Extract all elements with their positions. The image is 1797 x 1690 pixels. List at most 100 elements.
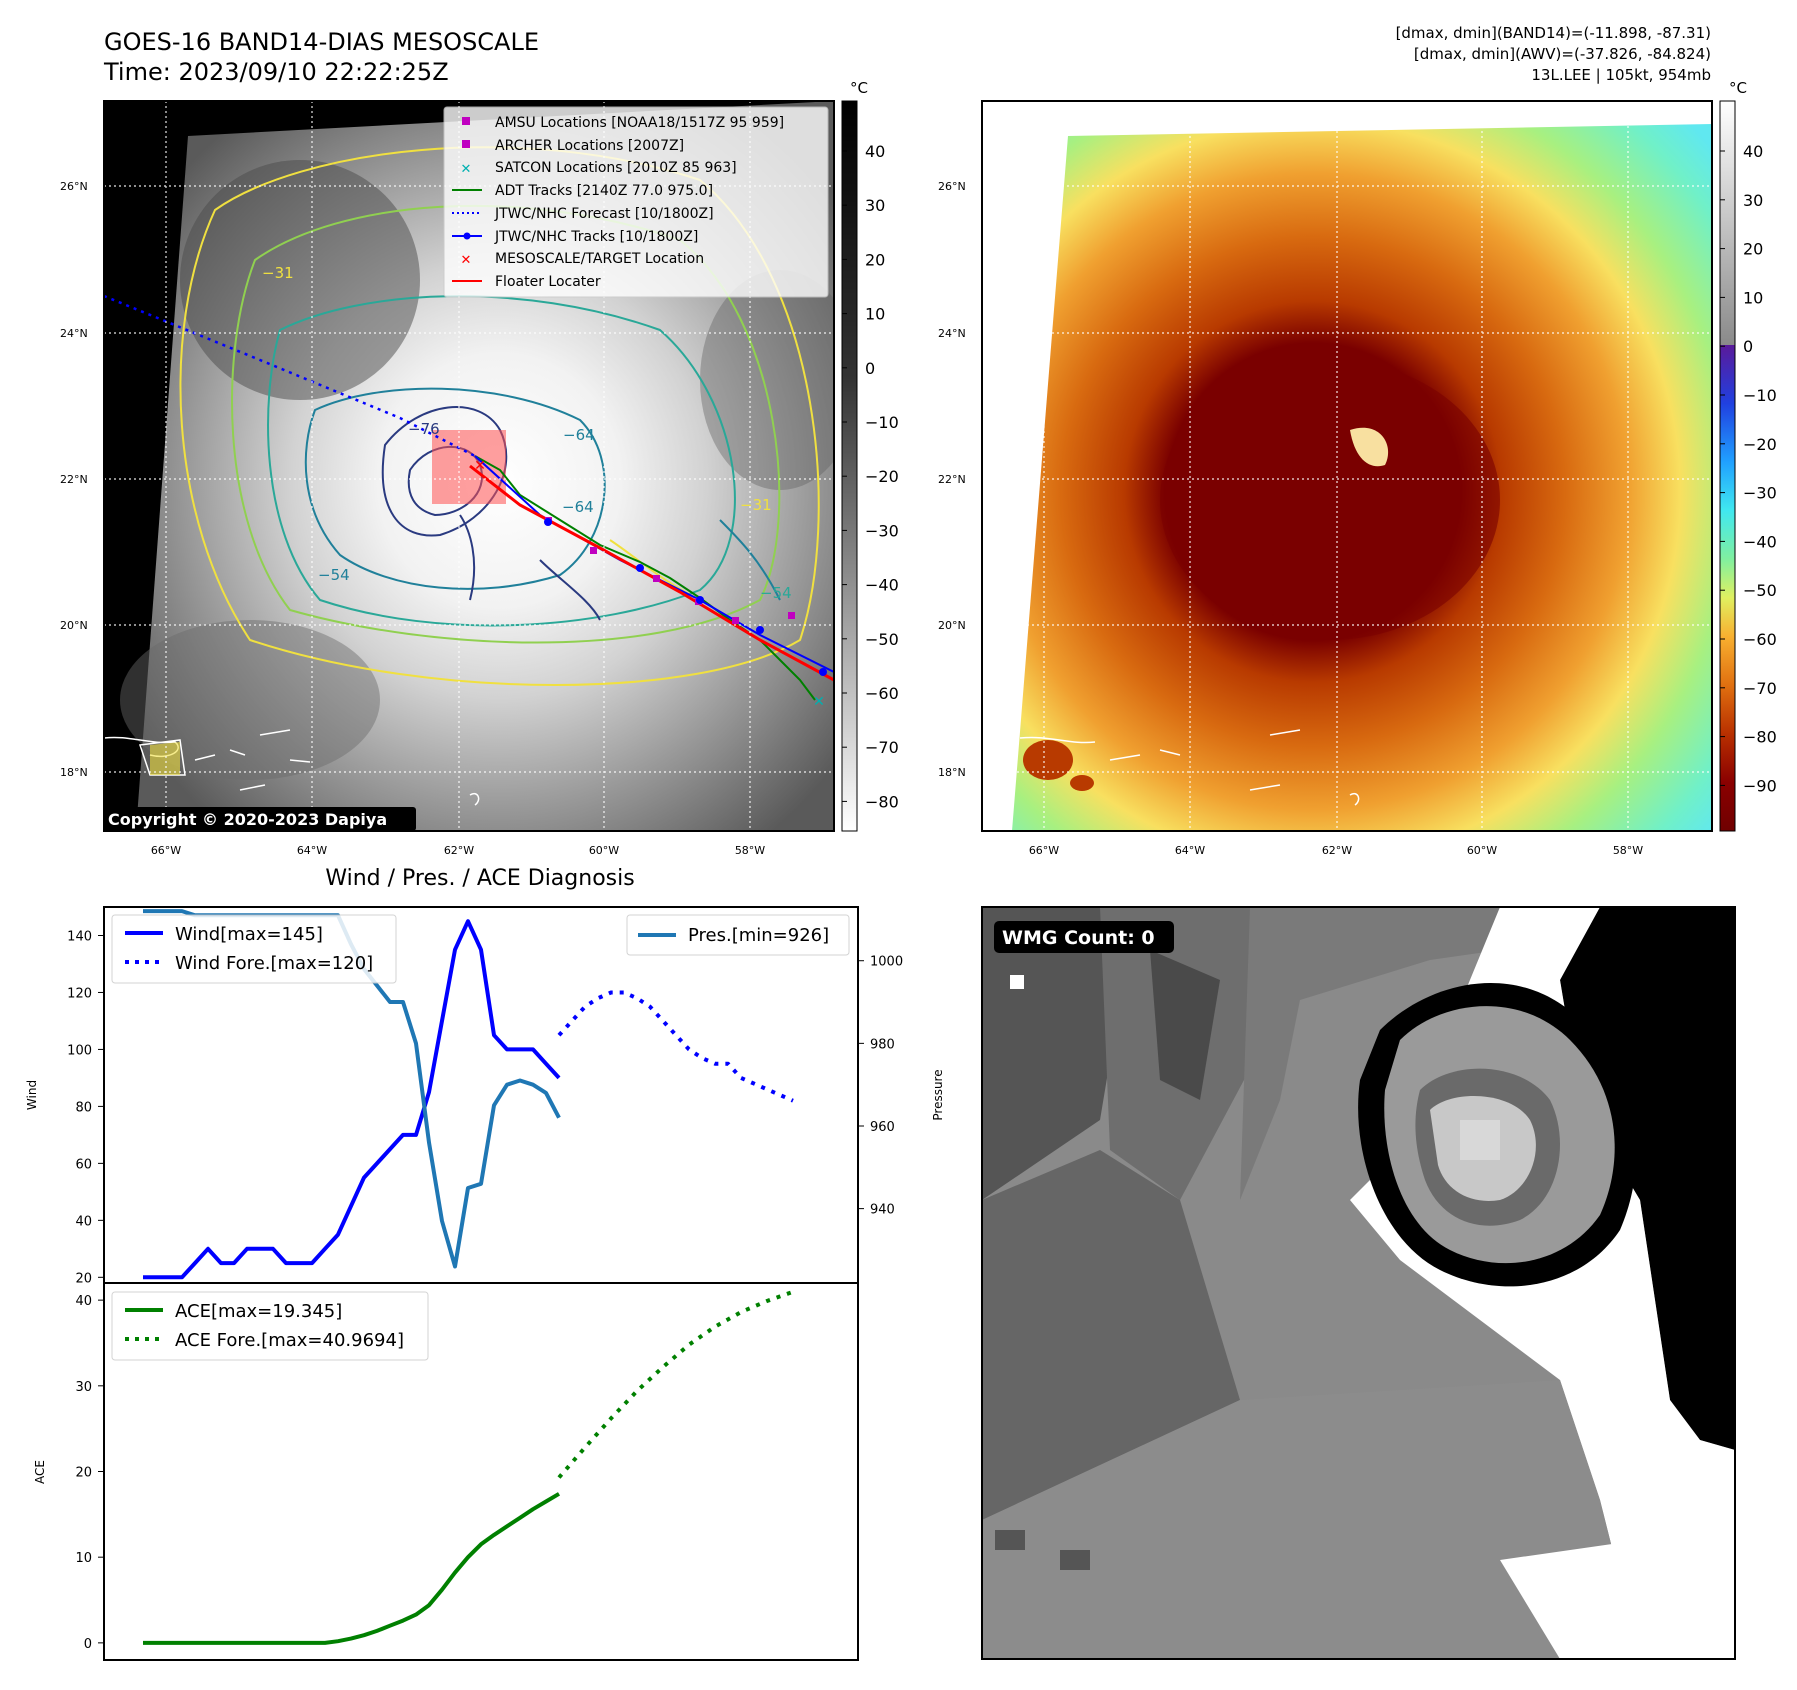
ace-ytick-label: 40 bbox=[75, 1294, 92, 1309]
diagnosis-title: Wind / Pres. / ACE Diagnosis bbox=[325, 866, 634, 891]
ir-axis-labels: 26°N 24°N 22°N 20°N 18°N 66°W 64°W 62°W … bbox=[60, 180, 765, 857]
svg-text:−64: −64 bbox=[562, 498, 594, 516]
svg-text:18°N: 18°N bbox=[60, 766, 88, 779]
wv-colorbar-unit: °C bbox=[1729, 79, 1747, 97]
wind-axis-label: Wind bbox=[25, 1080, 39, 1110]
svg-text:24°N: 24°N bbox=[60, 327, 88, 340]
svg-text:−31: −31 bbox=[740, 496, 772, 514]
colorbar-tick-label: −70 bbox=[865, 738, 899, 757]
ace-ytick-label: 20 bbox=[75, 1466, 92, 1481]
colorbar-tick-label: 30 bbox=[1743, 191, 1763, 210]
wind-ytick-label: 60 bbox=[75, 1157, 92, 1172]
svg-text:✕: ✕ bbox=[461, 253, 472, 268]
colorbar-tick-label: −80 bbox=[1743, 728, 1777, 747]
svg-text:26°N: 26°N bbox=[60, 180, 88, 193]
svg-text:64°W: 64°W bbox=[1175, 844, 1205, 857]
legend-wind: Wind[max=145] bbox=[175, 924, 323, 945]
colorbar-tick-label: −80 bbox=[865, 792, 899, 811]
ir-colorbar-unit: °C bbox=[850, 79, 868, 97]
ace-ytick-label: 10 bbox=[75, 1551, 92, 1566]
colorbar-tick-label: −40 bbox=[1743, 532, 1777, 551]
legend-forecast: JTWC/NHC Forecast [10/1800Z] bbox=[494, 206, 714, 222]
svg-text:22°N: 22°N bbox=[938, 473, 966, 486]
wind-pressure-chart: 140 120 100 80 60 40 20 1000 980 960 940 bbox=[67, 909, 903, 1286]
legend-archer: ARCHER Locations [2007Z] bbox=[495, 138, 684, 154]
svg-text:−64: −64 bbox=[563, 426, 595, 444]
legend-nhc-tracks: JTWC/NHC Tracks [10/1800Z] bbox=[494, 229, 698, 245]
legend-mesoscale: MESOSCALE/TARGET Location bbox=[495, 251, 704, 267]
wmg-count-badge: WMG Count: 0 bbox=[1002, 927, 1155, 949]
figure-title: GOES-16 BAND14-DIAS MESOSCALE bbox=[104, 28, 539, 56]
svg-text:62°W: 62°W bbox=[444, 844, 474, 857]
svg-text:20°N: 20°N bbox=[938, 619, 966, 632]
contour-labels: −31 −76 −64 −64 −54 −54 −31 bbox=[262, 264, 792, 602]
ace-axis-label: ACE bbox=[33, 1460, 47, 1484]
svg-text:22°N: 22°N bbox=[60, 473, 88, 486]
pressure-ytick-label: 960 bbox=[870, 1120, 895, 1135]
svg-text:18°N: 18°N bbox=[938, 766, 966, 779]
colorbar-tick-label: −50 bbox=[865, 630, 899, 649]
wv-axis-labels: 26°N 24°N 22°N 20°N 18°N 66°W 64°W 62°W … bbox=[938, 180, 1643, 857]
ace-ytick-label: 30 bbox=[75, 1380, 92, 1395]
wv-map-panel bbox=[981, 100, 1713, 832]
ir-map-panel: ✕ ✕ −31 −76 −64 −64 −54 −54 −31 bbox=[103, 100, 835, 832]
nhc-points bbox=[544, 518, 827, 676]
svg-text:−54: −54 bbox=[318, 566, 350, 584]
legend-pressure: Pres.[min=926] bbox=[688, 925, 829, 946]
svg-text:60°W: 60°W bbox=[1467, 844, 1497, 857]
copyright-badge: Copyright © 2020-2023 Dapiya bbox=[108, 810, 387, 829]
svg-text:✕: ✕ bbox=[474, 458, 486, 474]
colorbar-tick-label: 10 bbox=[1743, 288, 1763, 307]
pressure-ytick-label: 980 bbox=[870, 1037, 895, 1052]
dmax-awv-label: [dmax, dmin](AWV)=(-37.826, -84.824) bbox=[1414, 45, 1711, 63]
wv-gridlines bbox=[982, 101, 1712, 831]
dmax-band14-label: [dmax, dmin](BAND14)=(-11.898, -87.31) bbox=[1396, 24, 1711, 42]
colorbar-tick-label: −20 bbox=[1743, 435, 1777, 454]
svg-text:62°W: 62°W bbox=[1322, 844, 1352, 857]
colorbar-tick-label: 10 bbox=[865, 305, 885, 324]
colorbar-tick-label: 0 bbox=[1743, 337, 1753, 356]
wind-ytick-label: 140 bbox=[67, 929, 92, 944]
colorbar-tick-label: −20 bbox=[865, 467, 899, 486]
pressure-ytick-label: 1000 bbox=[870, 955, 903, 970]
colorbar-tick-label: 20 bbox=[865, 250, 885, 269]
svg-text:66°W: 66°W bbox=[1029, 844, 1059, 857]
legend-wind-forecast: Wind Fore.[max=120] bbox=[175, 953, 373, 974]
legend-adt: ADT Tracks [2140Z 77.0 975.0] bbox=[495, 183, 713, 199]
svg-text:24°N: 24°N bbox=[938, 327, 966, 340]
coastlines bbox=[104, 729, 480, 806]
forecast-track bbox=[104, 294, 476, 458]
colorbar-tick-label: −30 bbox=[1743, 484, 1777, 503]
colorbar-tick-label: −70 bbox=[1743, 679, 1777, 698]
svg-text:64°W: 64°W bbox=[297, 844, 327, 857]
svg-text:✕: ✕ bbox=[461, 162, 472, 177]
wind-legend: Wind[max=145] Wind Fore.[max=120] bbox=[111, 914, 397, 984]
colorbar-tick-label: −60 bbox=[865, 684, 899, 703]
pressure-legend: Pres.[min=926] bbox=[626, 914, 850, 956]
ace-legend: ACE[max=19.345] ACE Fore.[max=40.9694] bbox=[111, 1291, 429, 1361]
svg-text:✕: ✕ bbox=[813, 694, 825, 710]
legend-satcon: SATCON Locations [2010Z 85 963] bbox=[495, 160, 737, 176]
wind-ytick-label: 120 bbox=[67, 986, 92, 1001]
svg-text:−54: −54 bbox=[760, 584, 792, 602]
colorbar-tick-label: 0 bbox=[865, 359, 875, 378]
svg-text:20°N: 20°N bbox=[60, 619, 88, 632]
colorbar-tick-label: 40 bbox=[1743, 142, 1763, 161]
wind-ytick-label: 40 bbox=[75, 1214, 92, 1229]
ir-colorbar: °C 40 30 20 10 0 −10 −20 −30 −40 −50 −60 −70 −80 bbox=[841, 79, 899, 832]
svg-text:26°N: 26°N bbox=[938, 180, 966, 193]
wmg-panel: WMG Count: 0 bbox=[981, 906, 1736, 1660]
legend-ace-forecast: ACE Fore.[max=40.9694] bbox=[175, 1330, 404, 1351]
pressure-axis-label: Pressure bbox=[931, 1069, 945, 1120]
svg-text:58°W: 58°W bbox=[1613, 844, 1643, 857]
wind-ytick-label: 20 bbox=[75, 1271, 92, 1286]
colorbar-tick-label: −60 bbox=[1743, 630, 1777, 649]
colorbar-tick-label: −10 bbox=[1743, 386, 1777, 405]
wind-ytick-label: 80 bbox=[75, 1100, 92, 1115]
legend-amsu: AMSU Locations [NOAA18/1517Z 95 959] bbox=[495, 115, 784, 131]
ace-chart: 40 30 20 10 0 bbox=[75, 1289, 794, 1652]
colorbar-tick-label: −10 bbox=[865, 413, 899, 432]
wind-ytick-label: 100 bbox=[67, 1043, 92, 1058]
colorbar-tick-label: 40 bbox=[865, 142, 885, 161]
